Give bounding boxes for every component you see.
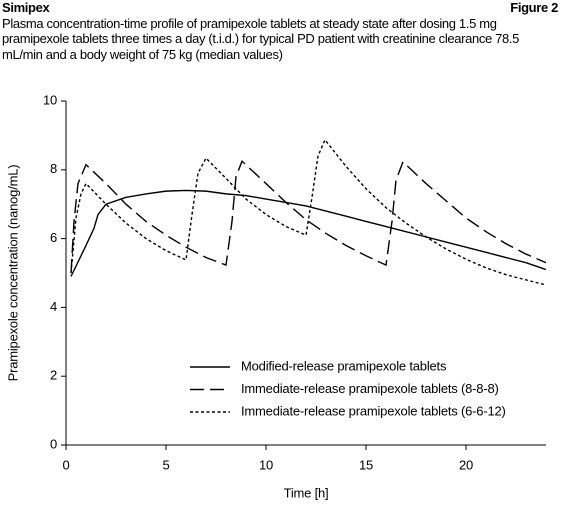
x-tick-label: 20 — [459, 457, 473, 472]
y-tick-label: 2 — [50, 368, 57, 383]
x-tick-label: 15 — [359, 457, 373, 472]
y-tick-label: 4 — [50, 299, 57, 314]
figure-label: Figure 2 — [510, 0, 558, 15]
y-axis-label: Pramipexole concentration (nanog/mL) — [5, 165, 20, 382]
x-tick-label: 0 — [62, 457, 69, 472]
y-tick-label: 6 — [50, 230, 57, 245]
x-tick-label: 5 — [162, 457, 169, 472]
subtitle: Plasma concentration-time profile of pra… — [2, 15, 520, 62]
legend-label: Immediate-release pramipexole tablets (6… — [241, 403, 506, 418]
y-tick-label: 0 — [50, 436, 57, 451]
x-tick-label: 10 — [259, 457, 273, 472]
x-axis-label: Time [h] — [284, 485, 329, 500]
header: Simipex Figure 2 Plasma concentration-ti… — [2, 0, 558, 62]
y-tick-label: 8 — [50, 161, 57, 176]
title: Simipex — [2, 0, 50, 15]
legend-label: Immediate-release pramipexole tablets (8… — [241, 381, 499, 396]
legend-label: Modified-release pramipexole tablets — [241, 358, 447, 373]
series-line — [70, 138, 547, 286]
y-tick-label: 10 — [43, 92, 57, 107]
series-line — [70, 189, 547, 277]
series-line — [70, 159, 547, 274]
